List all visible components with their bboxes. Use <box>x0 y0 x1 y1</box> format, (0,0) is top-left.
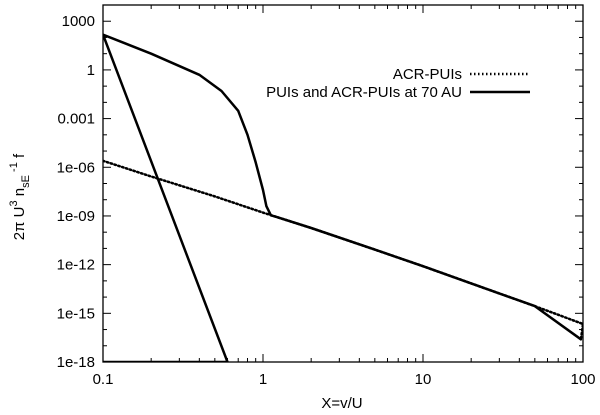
y-tick-label: 1e-09 <box>57 208 95 225</box>
y-axis-title-sup2: -1 <box>8 162 20 175</box>
y-axis-title-post: f <box>11 153 28 162</box>
y-tick-label: 1e-15 <box>57 305 95 322</box>
y-axis-title: 2π U3 nsE -1 f <box>8 153 32 240</box>
y-tick-label: 1 <box>87 62 95 79</box>
legend-label-1: ACR-PUIs <box>393 66 462 83</box>
series-group <box>103 33 583 362</box>
y-tick-label: 1e-12 <box>57 257 95 274</box>
x-tick-label: 1 <box>259 371 267 388</box>
x-axis-title: X=v/U <box>321 395 362 412</box>
series-line-2 <box>103 33 583 362</box>
y-axis-title-sup1: 3 <box>8 200 20 206</box>
x-tick-label: 10 <box>415 371 432 388</box>
y-axis-title-sub: sE <box>20 175 32 188</box>
x-tick-label: 0.1 <box>93 371 114 388</box>
y-tick-label: 1e-06 <box>57 159 95 176</box>
y-tick-label: 0.001 <box>57 111 95 128</box>
legend-label-2: PUIs and ACR-PUIs at 70 AU <box>266 84 462 101</box>
y-axis-title-mid: n <box>11 188 28 201</box>
ticks-group: 1e-18 1e-15 1e-12 1e-09 1e-06 0.001 1 1000 0.1 1 1… <box>57 5 596 388</box>
y-tick-label: 1e-18 <box>57 354 95 371</box>
y-tick-label: 1000 <box>62 13 95 30</box>
y-axis-title-pre: 2π U <box>11 206 28 240</box>
x-tick-label: 100 <box>570 371 595 388</box>
